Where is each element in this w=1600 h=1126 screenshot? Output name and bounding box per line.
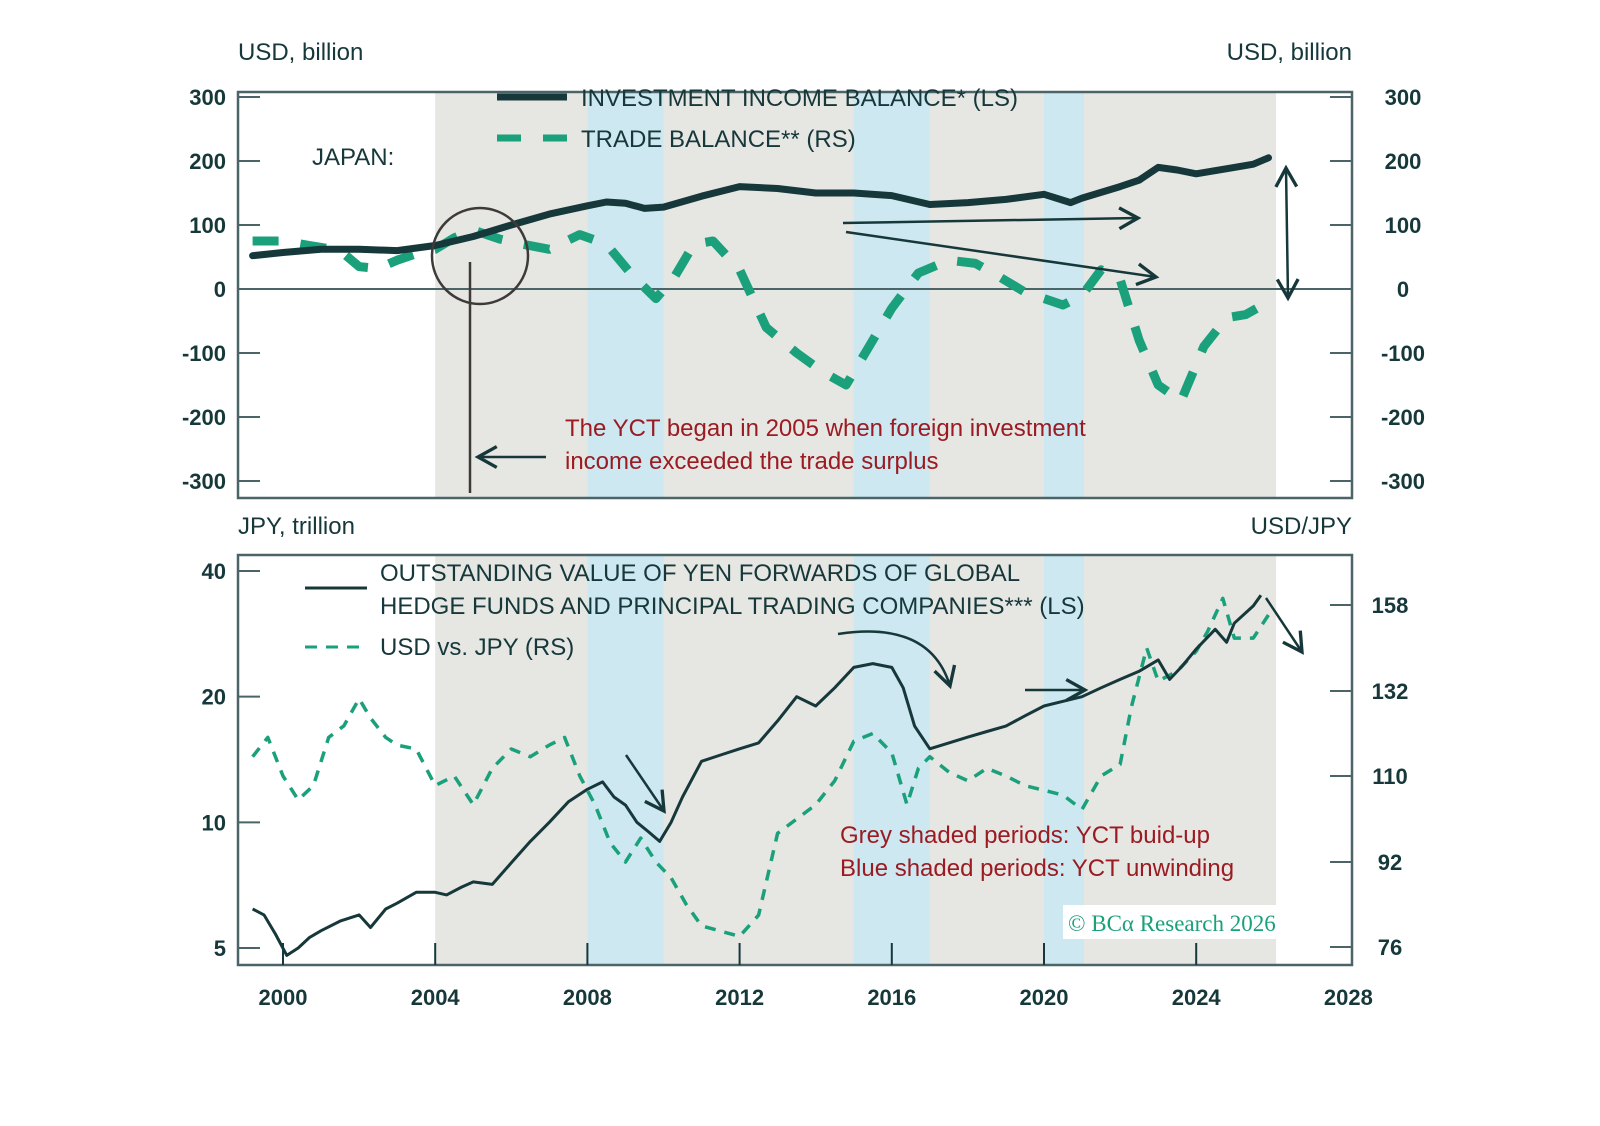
yct-start-annotation: The YCT began in 2005 when foreign inves… xyxy=(565,415,1092,475)
bottom-plot-frame xyxy=(236,553,1354,967)
shading-key-blue: Blue shaded periods: YCT unwinding xyxy=(840,855,1234,882)
trade-balance-line xyxy=(252,225,1271,406)
x-tick-label: 2028 xyxy=(1324,985,1373,1010)
y-tick-label: 300 xyxy=(189,85,226,110)
top-right-axis-label: USD, billion xyxy=(1227,39,1352,66)
y-tick-label-right: 0 xyxy=(1397,277,1409,302)
y-tick-label: 0 xyxy=(214,277,226,302)
x-tick-label: 2008 xyxy=(563,985,612,1010)
legend-label-yen-forwards: OUTSTANDING VALUE OF YEN FORWARDS OF GLO… xyxy=(380,560,1085,620)
y-tick-label: 10 xyxy=(202,810,226,835)
investment-income-line xyxy=(249,154,1272,260)
y-tick-label-right: -100 xyxy=(1381,341,1425,366)
y-tick-label: 200 xyxy=(189,149,226,174)
gap-double-arrow-icon xyxy=(1274,164,1300,302)
yct-start-annotation-line-1: The YCT began in 2005 when foreign inves… xyxy=(565,415,1086,442)
downturn-2009-arrow-icon xyxy=(624,754,666,814)
y-tick-label-right: 300 xyxy=(1385,85,1422,110)
blue-shade-3 xyxy=(1044,555,1084,965)
top-plot-frame xyxy=(236,90,1354,500)
top-series-group xyxy=(249,154,1272,406)
blue-shade-3 xyxy=(1044,92,1084,498)
yen-forwards-line xyxy=(251,594,1263,957)
bottom-series-group xyxy=(251,594,1270,957)
expected-decline-arrow-icon xyxy=(1264,597,1304,655)
legend-label-investment-income: INVESTMENT INCOME BALANCE* (LS) xyxy=(581,85,1018,112)
x-tick-label: 2004 xyxy=(411,985,461,1010)
top-left-ticks: 300 200 100 0 -100 -200 -300 xyxy=(182,85,260,494)
x-tick-label: 2016 xyxy=(867,985,916,1010)
y-tick-label-right: 76 xyxy=(1378,935,1402,960)
top-shading-group xyxy=(435,92,1277,498)
crossover-highlight-circle xyxy=(430,206,530,306)
x-tick-label: 2012 xyxy=(715,985,764,1010)
bottom-left-axis-label: JPY, trillion xyxy=(238,513,355,540)
y-tick-label: 5 xyxy=(214,936,226,961)
yct-start-annotation-line-2: income exceeded the trade surplus xyxy=(565,448,939,475)
bottom-right-axis-label: USD/JPY xyxy=(1251,513,1352,540)
top-left-axis-label: USD, billion xyxy=(238,39,363,66)
x-tick-label: 2020 xyxy=(1020,985,1069,1010)
diverging-arrow-icon xyxy=(845,230,1160,287)
y-tick-label: -100 xyxy=(182,341,226,366)
y-tick-label: 20 xyxy=(202,685,226,710)
x-tick-label: 2000 xyxy=(259,985,308,1010)
x-tick-label: 2024 xyxy=(1172,985,1222,1010)
blue-shade-2 xyxy=(853,92,930,498)
legend-label-yen-forwards-line-2: HEDGE FUNDS AND PRINCIPAL TRADING COMPAN… xyxy=(380,593,1085,620)
y-tick-label-right: 100 xyxy=(1385,213,1422,238)
source-credit: © BCα Research 2026 xyxy=(1068,911,1276,936)
x-axis-ticks: 2000 2004 2008 2012 2016 2020 2024 2028 xyxy=(259,943,1373,1010)
y-tick-label-right: 132 xyxy=(1372,679,1409,704)
y-tick-label: -300 xyxy=(182,469,226,494)
blue-shade-2 xyxy=(853,555,930,965)
legend-label-yen-forwards-line-1: OUTSTANDING VALUE OF YEN FORWARDS OF GLO… xyxy=(380,560,1020,587)
y-tick-label-right: 110 xyxy=(1372,764,1408,789)
y-tick-label: 100 xyxy=(189,213,226,238)
shading-key-grey: Grey shaded periods: YCT buid-up xyxy=(840,822,1210,849)
legend-label-usdjpy: USD vs. JPY (RS) xyxy=(380,634,574,661)
region-label: JAPAN: xyxy=(312,144,394,171)
flat-arrow-icon xyxy=(842,206,1142,231)
source-badge-background xyxy=(1063,905,1328,939)
bottom-left-ticks: 40 20 10 5 xyxy=(202,559,260,961)
usdjpy-line xyxy=(251,596,1270,939)
top-right-ticks: 300 200 100 0 -100 -200 -300 xyxy=(1330,85,1425,494)
y-tick-label-right: 158 xyxy=(1372,593,1409,618)
peak-2015-curved-arrow-icon xyxy=(837,630,957,690)
y-tick-label-right: -300 xyxy=(1381,469,1425,494)
y-tick-label-right: -200 xyxy=(1381,405,1425,430)
bottom-legend: OUTSTANDING VALUE OF YEN FORWARDS OF GLO… xyxy=(305,560,1085,661)
y-tick-label: 40 xyxy=(202,559,226,584)
bottom-right-ticks: 158 132 110 92 76 xyxy=(1330,593,1408,960)
legend-label-trade-balance: TRADE BALANCE** (RS) xyxy=(581,126,856,153)
y-tick-label-right: 92 xyxy=(1378,850,1402,875)
y-tick-label: -200 xyxy=(182,405,226,430)
shading-key-annotation: Grey shaded periods: YCT buid-up Blue sh… xyxy=(840,822,1234,882)
y-tick-label-right: 200 xyxy=(1385,149,1422,174)
top-legend: INVESTMENT INCOME BALANCE* (LS) TRADE BA… xyxy=(497,85,1018,153)
blue-shade-1 xyxy=(587,555,664,965)
top-panel: 300 200 100 0 -100 -200 -300 300 200 100 0 -100 -20… xyxy=(182,39,1425,500)
